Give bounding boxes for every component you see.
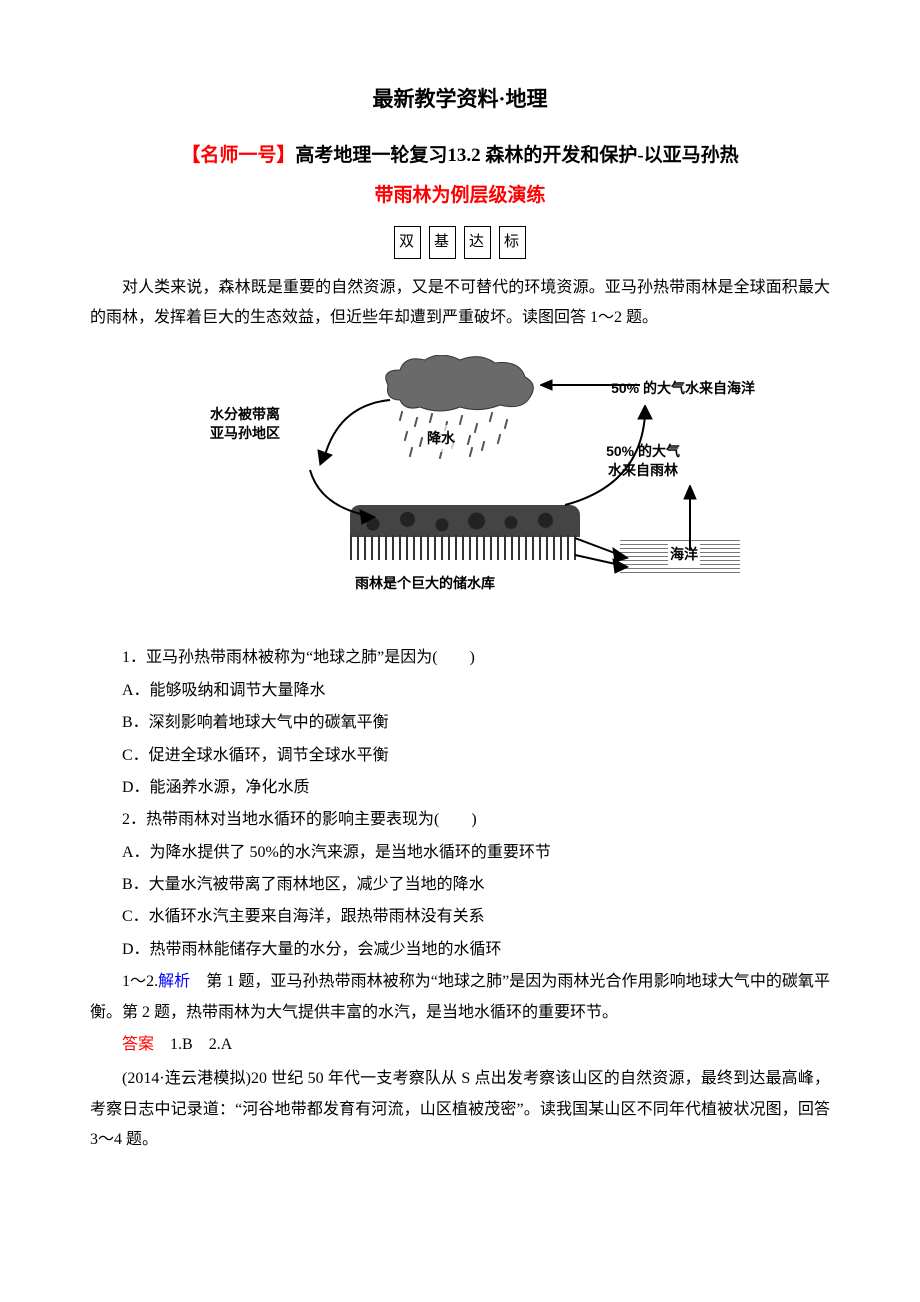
cloud-shape bbox=[380, 355, 540, 415]
answer-label: 答案 bbox=[122, 1036, 154, 1053]
q1-option-c: C．促进全球水循环，调节全球水平衡 bbox=[90, 741, 830, 771]
rain-label: 降水 bbox=[425, 425, 457, 452]
answer-paragraph: 答案 1.B 2.A bbox=[90, 1030, 830, 1060]
section-box-char: 达 bbox=[464, 226, 491, 259]
q1-option-a: A．能够吸纳和调节大量降水 bbox=[90, 676, 830, 706]
section-box-row: 双 基 达 标 bbox=[90, 226, 830, 259]
label-left: 水分被带离亚马孙地区 bbox=[210, 405, 280, 441]
q1-stem: 1．亚马孙热带雨林被称为“地球之肺”是因为( ) bbox=[90, 643, 830, 673]
q2-stem: 2．热带雨林对当地水循环的影响主要表现为( ) bbox=[90, 805, 830, 835]
q1-option-b: B．深刻影响着地球大气中的碳氧平衡 bbox=[90, 708, 830, 738]
title-line-1: 【名师一号】高考地理一轮复习13.2 森林的开发和保护-以亚马孙热 bbox=[90, 138, 830, 174]
q1-option-d: D．能涵养水源，净化水质 bbox=[90, 773, 830, 803]
section-box-char: 基 bbox=[429, 226, 456, 259]
jiexi-label: 解析 bbox=[158, 973, 190, 990]
rain-area bbox=[390, 409, 530, 459]
q2-option-a: A．为降水提供了 50%的水汽来源，是当地水循环的重要环节 bbox=[90, 838, 830, 868]
arrow-cloud-to-left bbox=[310, 395, 400, 475]
arrow-left-to-forest bbox=[300, 465, 380, 525]
forest-trunks bbox=[350, 535, 580, 560]
analysis-text: 第 1 题，亚马孙热带雨林被称为“地球之肺”是因为雨林光合作用影响地球大气中的碳… bbox=[90, 973, 830, 1020]
diagram-caption: 雨林是个巨大的储水库 bbox=[355, 570, 495, 597]
arrow-ocean-up bbox=[670, 485, 710, 555]
main-heading: 最新教学资料·地理 bbox=[90, 80, 830, 120]
intro-paragraph: 对人类来说，森林既是重要的自然资源，又是不可替代的环境资源。亚马孙热带雨林是全球… bbox=[90, 273, 830, 334]
water-cycle-diagram: 降水 雨林是个巨大的储水库 海洋 水分被带离亚马孙地区 50% 的大气水来自海洋… bbox=[180, 345, 740, 625]
analysis-paragraph: 1～2.解析 第 1 题，亚马孙热带雨林被称为“地球之肺”是因为雨林光合作用影响… bbox=[90, 967, 830, 1028]
title-prefix: 【名师一号】 bbox=[181, 145, 295, 166]
q2-option-d: D．热带雨林能储存大量的水分，会减少当地的水循环 bbox=[90, 935, 830, 965]
q2-option-c: C．水循环水汽主要来自海洋，跟热带雨林没有关系 bbox=[90, 902, 830, 932]
arrow-ocean-to-cloud bbox=[540, 375, 640, 395]
section-box-char: 标 bbox=[499, 226, 526, 259]
arrow-forest-to-cloud bbox=[550, 405, 660, 515]
arrow-forest-to-ocean-2 bbox=[575, 545, 630, 575]
section-box-char: 双 bbox=[394, 226, 421, 259]
forest-canopy bbox=[350, 505, 580, 537]
q2-option-b: B．大量水汽被带离了雨林地区，减少了当地的降水 bbox=[90, 870, 830, 900]
forest-block bbox=[350, 505, 580, 560]
title-rest: 高考地理一轮复习13.2 森林的开发和保护-以亚马孙热 bbox=[295, 145, 738, 166]
analysis-range: 1～2. bbox=[122, 973, 158, 990]
title-line-2: 带雨林为例层级演练 bbox=[90, 178, 830, 214]
context-2-paragraph: (2014·连云港模拟)20 世纪 50 年代一支考察队从 S 点出发考察该山区… bbox=[90, 1064, 830, 1155]
answer-text: 1.B 2.A bbox=[154, 1036, 232, 1053]
